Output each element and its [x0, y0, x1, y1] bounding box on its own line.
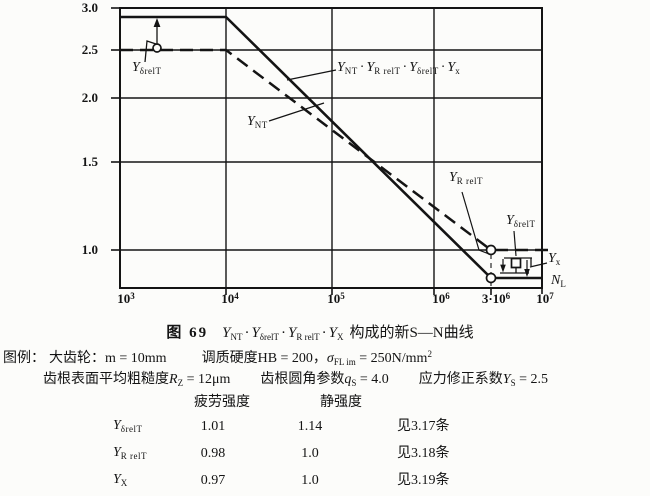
- static-value: 1.0: [301, 473, 319, 488]
- chart-canvas: [0, 0, 650, 320]
- sigma-value: = 250N/mm: [355, 351, 428, 366]
- label-ydelta-left: YδrelT: [132, 60, 162, 76]
- yrrelt-label-leader: [462, 192, 489, 254]
- marker-circle-solid-end: [487, 274, 496, 283]
- gear-spec: 大齿轮：m = 10mm: [49, 351, 167, 366]
- roughness-label: 齿根表面平均粗糙度: [43, 372, 169, 387]
- stress-corr-value: = 2.5: [515, 372, 548, 387]
- yx-label-leader: [530, 263, 547, 267]
- figure-number: 图 69: [166, 325, 209, 341]
- fatigue-value: 1.01: [200, 419, 226, 434]
- label-ynt: YNT: [247, 114, 268, 130]
- col-header-fatigue: 疲劳强度: [194, 395, 250, 410]
- ytick-label-2.5: 2.5: [81, 42, 98, 57]
- ynt-label-leader: [269, 103, 324, 121]
- roughness-value: = 12μm: [183, 372, 231, 387]
- label-product-curve: YNT · YR relT · YδrelT · Yx: [337, 60, 461, 76]
- legend-line-1: 图例： 大齿轮：m = 10mm 调质硬度HB = 200，σFL im = 250…: [3, 349, 432, 367]
- legend-line-2: 齿根表面平均粗糙度RZ = 12μm 齿根圆角参数qS = 4.0 应力修正系数YS…: [43, 372, 548, 388]
- ynt-dashed-curve: [120, 50, 491, 250]
- product-label-leader: [287, 70, 336, 80]
- ref-note: 见3.19条: [397, 473, 450, 488]
- label-yrrelt: YR relT: [449, 170, 484, 186]
- ytick-label-2.0: 2.0: [81, 90, 98, 105]
- static-value: 1.14: [297, 419, 323, 434]
- marker-circle-ynt-end: [487, 246, 496, 255]
- xtick-label-1e4: 104: [221, 291, 239, 306]
- static-value: 1.0: [301, 446, 319, 461]
- composite-solid-curve: [120, 17, 542, 278]
- marker-circle-left: [153, 44, 161, 52]
- stress-corr-label: 应力修正系数: [418, 372, 503, 387]
- xtick-label-1e7: 107: [536, 291, 554, 306]
- ytick-label-1.0: 1.0: [81, 242, 98, 257]
- ytick-label-3.0: 3.0: [81, 0, 98, 15]
- marker-square-delta: [512, 259, 521, 268]
- xtick-label-3e6: 3·106: [481, 291, 511, 306]
- up-arrow-head-icon: [153, 18, 161, 27]
- hardness-spec: 调质硬度HB = 200，: [201, 351, 327, 366]
- plot-border: [120, 8, 542, 288]
- legend-label: 图例：: [3, 351, 45, 366]
- xtick-label-1e5: 105: [327, 291, 345, 306]
- delta-right-leader: [514, 231, 516, 256]
- ref-note: 见3.17条: [397, 419, 450, 434]
- down-arrow1-head-icon: [500, 264, 506, 273]
- col-header-static: 静强度: [320, 395, 362, 410]
- down-arrow2-head-icon: [524, 269, 530, 277]
- sn-curve-chart: 3.0 2.5 2.0 1.5 1.0 103 104 105 106 3·10…: [0, 0, 650, 320]
- xtick-label-1e6: 106: [432, 291, 450, 306]
- ytick-label-1.5: 1.5: [81, 154, 98, 169]
- xtick-label-1e3: 103: [117, 291, 135, 306]
- caption-tail: 构成的新S—N曲线: [349, 325, 474, 341]
- label-nl-axis: NL: [551, 273, 567, 289]
- fatigue-value: 0.98: [200, 446, 226, 461]
- fillet-value: = 4.0: [356, 372, 389, 387]
- delta-left-leader: [145, 41, 156, 62]
- label-yx: Yx: [548, 251, 561, 267]
- ref-note: 见3.18条: [397, 446, 450, 461]
- label-ydelta-right: YδrelT: [506, 213, 536, 229]
- fillet-label: 齿根圆角参数: [260, 372, 345, 387]
- figure-caption: 图 69 YNT · YδrelT · YR relT · YX 构成的新S—N曲线: [166, 325, 474, 342]
- fatigue-value: 0.97: [200, 473, 226, 488]
